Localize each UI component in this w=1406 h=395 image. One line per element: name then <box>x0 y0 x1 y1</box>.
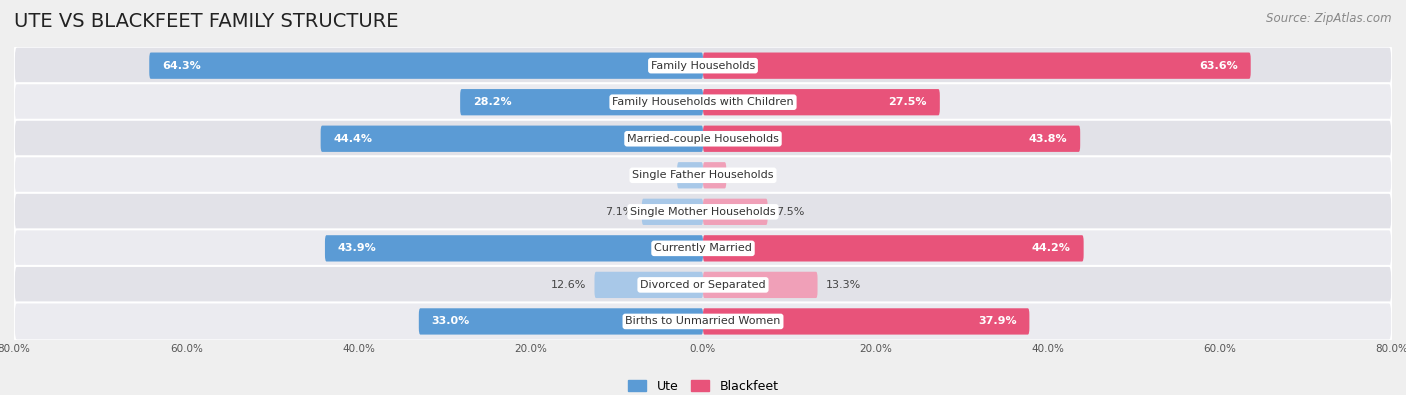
Text: Currently Married: Currently Married <box>654 243 752 253</box>
Text: Single Father Households: Single Father Households <box>633 170 773 180</box>
Text: 63.6%: 63.6% <box>1199 61 1237 71</box>
Text: 13.3%: 13.3% <box>827 280 862 290</box>
FancyBboxPatch shape <box>703 53 1251 79</box>
FancyBboxPatch shape <box>643 199 703 225</box>
FancyBboxPatch shape <box>14 229 1392 267</box>
FancyBboxPatch shape <box>703 162 727 188</box>
Text: 12.6%: 12.6% <box>551 280 586 290</box>
Text: Family Households with Children: Family Households with Children <box>612 97 794 107</box>
FancyBboxPatch shape <box>703 235 1084 261</box>
FancyBboxPatch shape <box>14 47 1392 85</box>
Text: 7.1%: 7.1% <box>605 207 633 217</box>
Text: 64.3%: 64.3% <box>162 61 201 71</box>
FancyBboxPatch shape <box>703 89 939 115</box>
Text: 27.5%: 27.5% <box>889 97 927 107</box>
FancyBboxPatch shape <box>595 272 703 298</box>
Text: UTE VS BLACKFEET FAMILY STRUCTURE: UTE VS BLACKFEET FAMILY STRUCTURE <box>14 12 398 31</box>
FancyBboxPatch shape <box>460 89 703 115</box>
FancyBboxPatch shape <box>321 126 703 152</box>
FancyBboxPatch shape <box>703 308 1029 335</box>
FancyBboxPatch shape <box>678 162 703 188</box>
FancyBboxPatch shape <box>14 193 1392 231</box>
Text: 33.0%: 33.0% <box>432 316 470 326</box>
Text: Single Mother Households: Single Mother Households <box>630 207 776 217</box>
Text: 44.2%: 44.2% <box>1032 243 1071 253</box>
Text: 7.5%: 7.5% <box>776 207 804 217</box>
Text: Source: ZipAtlas.com: Source: ZipAtlas.com <box>1267 12 1392 25</box>
FancyBboxPatch shape <box>703 199 768 225</box>
Legend: Ute, Blackfeet: Ute, Blackfeet <box>623 375 783 395</box>
Text: Births to Unmarried Women: Births to Unmarried Women <box>626 316 780 326</box>
Text: 44.4%: 44.4% <box>333 134 373 144</box>
Text: 2.7%: 2.7% <box>735 170 763 180</box>
FancyBboxPatch shape <box>703 126 1080 152</box>
FancyBboxPatch shape <box>14 156 1392 194</box>
FancyBboxPatch shape <box>14 83 1392 121</box>
FancyBboxPatch shape <box>14 303 1392 340</box>
FancyBboxPatch shape <box>14 266 1392 304</box>
FancyBboxPatch shape <box>14 120 1392 158</box>
Text: 28.2%: 28.2% <box>472 97 512 107</box>
Text: 43.9%: 43.9% <box>337 243 377 253</box>
FancyBboxPatch shape <box>149 53 703 79</box>
Text: Married-couple Households: Married-couple Households <box>627 134 779 144</box>
Text: Family Households: Family Households <box>651 61 755 71</box>
FancyBboxPatch shape <box>703 272 817 298</box>
Text: 37.9%: 37.9% <box>977 316 1017 326</box>
FancyBboxPatch shape <box>325 235 703 261</box>
FancyBboxPatch shape <box>419 308 703 335</box>
Text: Divorced or Separated: Divorced or Separated <box>640 280 766 290</box>
Text: 43.8%: 43.8% <box>1029 134 1067 144</box>
Text: 3.0%: 3.0% <box>640 170 669 180</box>
